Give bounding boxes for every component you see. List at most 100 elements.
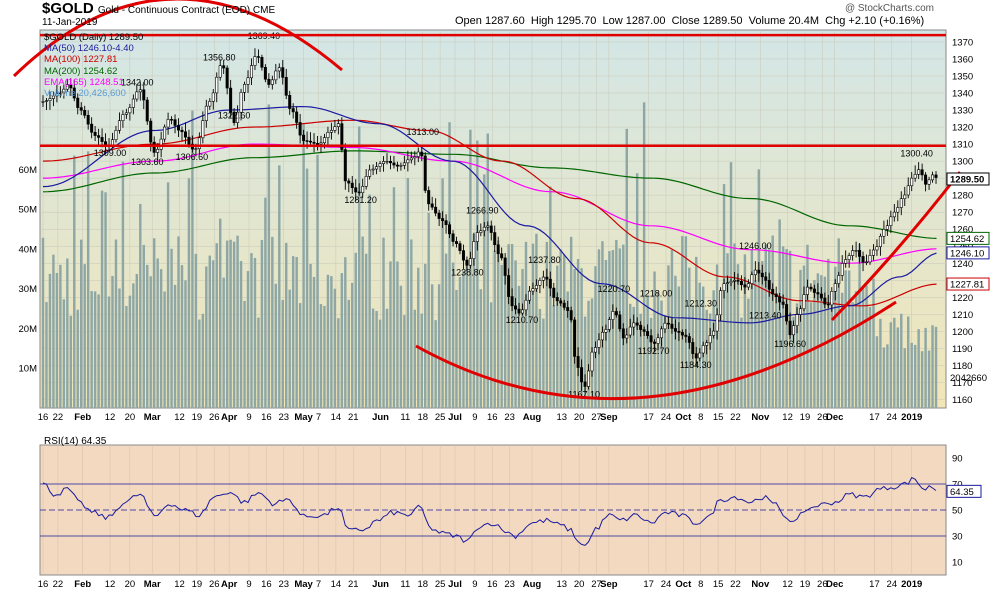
volume-bar [594,266,597,408]
volume-bar [674,275,677,408]
price-bar-body [364,176,368,187]
price-bar-body [739,280,743,286]
volume-bar [642,102,646,408]
price-bar-body [799,308,803,315]
date-tick-label: Sep [600,412,618,423]
price-tick-label: 1330 [952,106,973,117]
price-bar-body [673,328,677,332]
price-bar-body [621,328,625,339]
price-bar-body [86,114,90,125]
price-bar-body [691,342,695,354]
ohlc-summary: Open 1287.60 High 1295.70 Low 1287.00 Cl… [455,15,924,27]
volume-bar [889,322,893,408]
volume-bar [552,305,556,408]
date-tick-label: 14 [331,412,342,423]
low-value: 1287.00 [625,15,666,27]
price-bar-body [298,122,302,136]
price-bar-body [420,151,424,157]
volume-bar [479,289,483,408]
price-bar-body [500,253,504,259]
rsi-date-tick-label: 19 [192,579,203,590]
volume-bar [48,273,52,408]
price-bar-body [628,326,632,336]
price-annotation: 1220.70 [598,284,631,294]
price-bar-body [347,180,351,184]
price-bar-body [503,257,507,276]
volume-bar [500,264,503,408]
volume-bar [535,233,538,408]
price-bar-body [868,255,872,263]
price-bar-body [149,120,153,143]
price-bar-body [684,334,688,337]
volume-bar [264,197,267,408]
right-value-label: 1254.62 [950,234,984,245]
price-bar-body [767,280,771,290]
volume-bar [132,283,135,408]
price-bar-body [666,322,670,325]
price-bar-body [83,110,87,116]
volume-bar [496,240,500,408]
rsi-date-tick-label: 22 [53,579,64,590]
price-bar-body [177,125,181,131]
volume-bar [785,249,788,408]
price-bar-body [726,282,730,284]
volume-bar [865,285,868,408]
price-bar-body [573,319,577,357]
rsi-date-tick-label: 26 [209,579,220,590]
price-bar-body [208,101,212,107]
price-tick-label: 1210 [952,310,973,321]
price-bar-body [93,131,97,136]
volume-bar [305,168,309,408]
price-bar-body [778,296,782,303]
volume-bar [851,302,854,408]
right-value-box [946,277,990,291]
price-bar-body [79,107,83,111]
date-tick-label: 16 [261,412,272,423]
volume-bar [448,122,451,408]
price-bar-body [705,342,709,346]
price-bar-body [402,162,406,166]
volume-bar [62,299,66,408]
price-bar-body [48,98,52,102]
price-bar-body [385,160,389,163]
right-value-box [946,172,990,186]
volume-bar [781,246,785,408]
volume-bar [924,327,927,408]
price-bar-body [159,138,163,150]
volume-bar [444,253,448,408]
volume-bar [886,344,889,408]
high-value: 1295.70 [556,15,597,27]
price-annotation: 1218.00 [640,289,673,299]
price-bar-body [826,303,830,306]
rsi-date-tick-label: 20 [125,579,136,590]
price-bar-body [305,140,309,142]
volume-bar [837,238,840,408]
price-annotation: 1322.60 [218,111,251,121]
volume-bar [556,265,559,408]
volume-bar [476,140,479,408]
low-label: Low [602,15,623,27]
price-bar-body [555,297,559,302]
price-bar-body [934,174,938,178]
price-annotation: 1192.70 [638,346,670,356]
price-bar-body [239,92,243,113]
price-bar-body [288,95,292,109]
volume-bar [695,256,698,408]
volume-bar [677,286,681,408]
price-bar-body [180,129,184,133]
rsi-date-tick-label: 17 [869,579,880,590]
date-tick-label: 8 [698,412,703,423]
date-tick-label: 23 [504,412,515,423]
rsi-date-tick-label: May [294,579,313,590]
price-bar-body [865,261,869,264]
legend-volume: Volume 20,426,600 [44,88,126,100]
volume-bar [173,284,177,408]
price-annotation: 1303.60 [131,157,164,167]
rsi-date-tick-label: 19 [800,579,811,590]
volume-bar [531,243,535,408]
price-bar-body [97,135,101,138]
price-bar-body [322,137,326,144]
volume-bar [239,260,243,408]
volume-bar [455,289,458,408]
volume-bar [107,296,111,408]
